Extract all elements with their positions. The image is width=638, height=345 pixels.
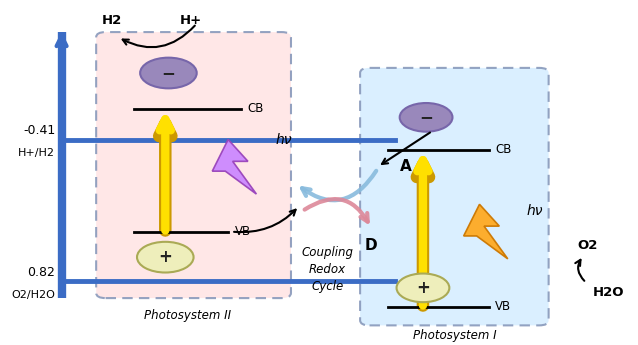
Text: H+: H+ — [179, 14, 202, 27]
Text: Coupling
Redox
Cycle: Coupling Redox Cycle — [301, 246, 353, 293]
FancyArrowPatch shape — [382, 132, 430, 164]
Text: VB: VB — [495, 300, 511, 313]
Text: D: D — [365, 238, 378, 253]
Polygon shape — [464, 204, 508, 259]
Text: CB: CB — [247, 102, 263, 115]
FancyArrowPatch shape — [302, 171, 376, 200]
Circle shape — [397, 274, 449, 302]
Text: H+/H2: H+/H2 — [19, 148, 56, 158]
FancyArrowPatch shape — [234, 210, 295, 232]
Circle shape — [137, 242, 193, 273]
FancyArrowPatch shape — [122, 26, 195, 47]
Text: O2/H2O: O2/H2O — [11, 290, 56, 300]
Text: +: + — [158, 248, 172, 266]
Text: −: − — [419, 108, 433, 126]
FancyArrowPatch shape — [304, 199, 367, 222]
Text: +: + — [416, 279, 430, 297]
Text: 0.82: 0.82 — [27, 266, 56, 279]
FancyBboxPatch shape — [96, 32, 291, 298]
Text: H2O: H2O — [593, 286, 624, 299]
Polygon shape — [212, 139, 256, 194]
Text: Photosystem I: Photosystem I — [413, 329, 496, 342]
Text: CB: CB — [495, 143, 512, 156]
Text: Photosystem II: Photosystem II — [144, 309, 231, 322]
FancyArrowPatch shape — [575, 260, 584, 281]
Text: A: A — [399, 159, 412, 174]
Text: O2: O2 — [577, 239, 597, 252]
Text: -0.41: -0.41 — [23, 125, 56, 137]
Text: H2: H2 — [101, 14, 122, 27]
Text: −: − — [161, 64, 175, 82]
Text: hν: hν — [526, 204, 543, 218]
Text: VB: VB — [234, 225, 251, 238]
FancyBboxPatch shape — [360, 68, 549, 325]
Circle shape — [399, 103, 452, 132]
Text: hν: hν — [275, 132, 292, 147]
Circle shape — [140, 58, 197, 88]
